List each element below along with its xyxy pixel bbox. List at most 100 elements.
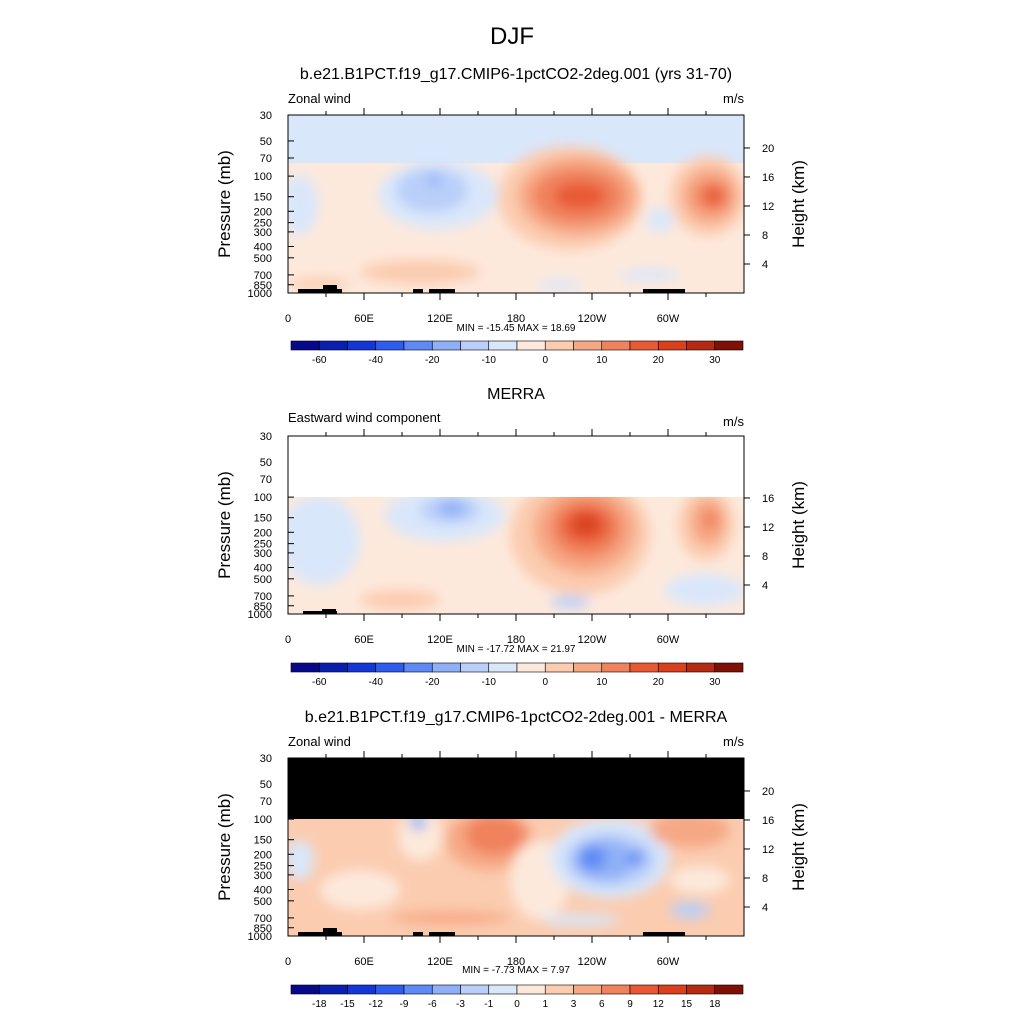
y-tick-label: 200 <box>254 849 272 861</box>
colorbar-box <box>573 340 603 351</box>
colorbar-box <box>657 984 687 995</box>
panel-2-field <box>288 497 744 614</box>
colorbar-box <box>460 340 490 351</box>
panel-3-land <box>643 932 685 936</box>
colorbar-box <box>375 340 405 351</box>
colorbar-box <box>375 662 405 673</box>
colorbar-box <box>629 340 659 351</box>
panel-3-y2label: Height (km) <box>789 803 808 891</box>
x-tick-label: 60W <box>657 634 680 646</box>
y-tick-label: 1000 <box>248 609 272 621</box>
x-tick-label: 60W <box>657 956 680 968</box>
y-tick-label: 100 <box>254 814 272 826</box>
panel-2-stats: MIN = -17.72 MAX = 21.97 <box>457 644 576 655</box>
y-tick-label: 150 <box>254 513 272 525</box>
panel-3-right-label: m/s <box>723 734 744 749</box>
y-tick-label: 700 <box>254 913 272 925</box>
y-tick-label: 300 <box>254 548 272 560</box>
y-tick-label: 400 <box>254 562 272 574</box>
colorbar-box <box>601 662 631 673</box>
panel-1-field <box>288 115 744 293</box>
y-tick-label: 400 <box>254 884 272 896</box>
y-tick-label: 200 <box>254 527 272 539</box>
y-tick-label: 50 <box>260 136 272 148</box>
colorbar-label: -40 <box>369 677 384 688</box>
panel-3-land <box>323 928 337 936</box>
panel-3-y2ticks: 20 16 12 8 4 <box>744 786 774 914</box>
colorbar-box <box>290 662 320 673</box>
colorbar-box <box>431 340 461 351</box>
panel-1-xticks: 0 60E 120E 180 120W 60W <box>285 108 707 325</box>
panel-3-mask <box>288 758 744 819</box>
colorbar-box <box>686 662 716 673</box>
colorbar-box <box>460 984 490 995</box>
colorbar-box <box>347 984 377 995</box>
panel-2-ylabel: Pressure (mb) <box>215 471 234 579</box>
colorbar-box <box>290 340 320 351</box>
x-tick-label: 60E <box>354 313 374 325</box>
colorbar-box <box>431 662 461 673</box>
y-tick-label: 150 <box>254 192 272 204</box>
colorbar-label: -15 <box>340 999 355 1010</box>
y-tick-label: 500 <box>254 253 272 265</box>
y-tick-label: 30 <box>260 431 272 443</box>
colorbar-box <box>347 662 377 673</box>
colorbar-box <box>488 340 518 351</box>
y-tick-label: 250 <box>254 218 272 230</box>
y2-tick-label: 8 <box>762 873 768 885</box>
y2-tick-label: 12 <box>762 844 774 856</box>
colorbar-box <box>375 984 405 995</box>
colorbar-box <box>686 984 716 995</box>
y2-tick-label: 4 <box>762 259 768 271</box>
y-tick-label: 250 <box>254 861 272 873</box>
y-tick-label: 100 <box>254 492 272 504</box>
y-tick-label: 850 <box>254 280 272 292</box>
panel-3-left-label: Zonal wind <box>288 734 351 749</box>
colorbar-box <box>629 662 659 673</box>
panel-2-right-label: m/s <box>723 414 744 429</box>
colorbar-label: -12 <box>369 999 384 1010</box>
colorbar-label: -10 <box>482 355 497 366</box>
colorbar-box <box>318 984 348 995</box>
colorbar-label: 12 <box>653 999 665 1010</box>
colorbar-label: 1 <box>542 999 548 1010</box>
colorbar-label: -60 <box>312 677 327 688</box>
colorbar-box <box>516 662 546 673</box>
y2-tick-label: 20 <box>762 143 774 155</box>
x-tick-label: 120E <box>427 634 453 646</box>
panel-1-land <box>413 289 423 293</box>
colorbar-label: -6 <box>428 999 437 1010</box>
colorbar-box <box>544 984 574 995</box>
x-tick-label: 120E <box>427 956 453 968</box>
x-tick-label: 0 <box>285 313 291 325</box>
panel-2-land <box>322 609 336 614</box>
panel-2-left-label: Eastward wind component <box>288 410 441 425</box>
panel-1-land <box>429 289 455 293</box>
y-tick-label: 1000 <box>248 288 272 300</box>
panel-1-land <box>643 289 685 293</box>
panel-1-y2ticks: 20 16 12 8 4 <box>744 143 774 271</box>
colorbar-label: -18 <box>312 999 327 1010</box>
colorbar-label: -3 <box>456 999 465 1010</box>
panel-1-right-label: m/s <box>723 91 744 106</box>
panel-3-field <box>288 758 744 936</box>
colorbar-label: 10 <box>596 355 608 366</box>
colorbar-box <box>544 340 574 351</box>
y2-tick-label: 4 <box>762 580 768 592</box>
panel-3-colorbar: -18 -15 -12 -9 -6 -3 -1 0 1 3 6 9 12 15 18 <box>290 984 744 1010</box>
colorbar-label: 10 <box>596 677 608 688</box>
colorbar-label: 18 <box>709 999 721 1010</box>
y2-tick-label: 20 <box>762 786 774 798</box>
y2-tick-label: 16 <box>762 815 774 827</box>
panel-2-land <box>303 611 337 614</box>
y-tick-label: 70 <box>260 153 272 165</box>
panel-1-land <box>323 285 337 293</box>
colorbar-label: 20 <box>653 677 665 688</box>
colorbar-box <box>573 984 603 995</box>
colorbar-box <box>686 340 716 351</box>
y-tick-label: 1000 <box>248 931 272 943</box>
colorbar-label: 0 <box>514 999 520 1010</box>
y-tick-label: 250 <box>254 539 272 551</box>
